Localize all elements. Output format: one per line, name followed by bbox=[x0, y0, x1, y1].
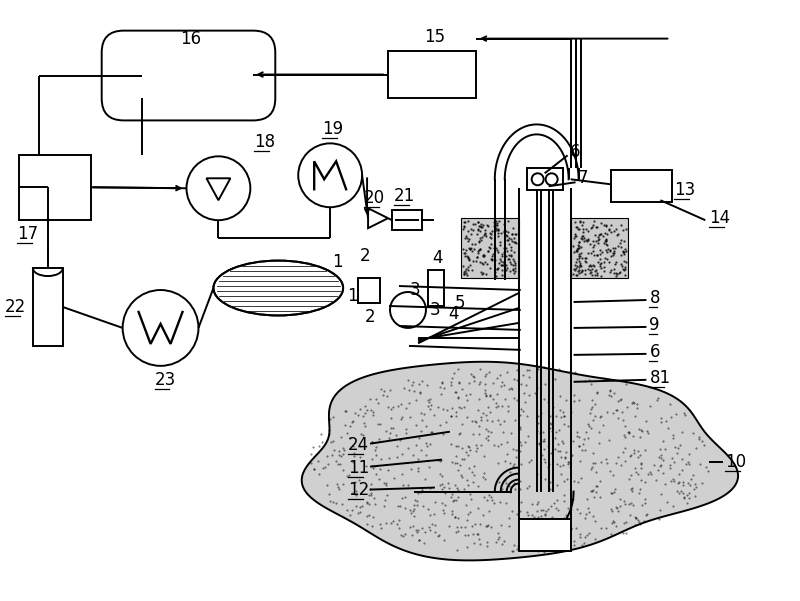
Bar bbox=[428, 270, 444, 306]
Bar bbox=[610, 170, 672, 202]
Circle shape bbox=[390, 292, 426, 328]
Text: 1: 1 bbox=[347, 287, 358, 305]
Bar bbox=[461, 218, 518, 278]
Text: 12: 12 bbox=[348, 481, 370, 499]
Circle shape bbox=[122, 290, 198, 366]
Text: 9: 9 bbox=[650, 316, 660, 334]
Text: 1: 1 bbox=[332, 253, 342, 271]
Circle shape bbox=[546, 173, 558, 185]
Text: 11: 11 bbox=[348, 459, 370, 477]
Text: 2: 2 bbox=[360, 247, 370, 265]
Text: 81: 81 bbox=[650, 369, 670, 387]
Ellipse shape bbox=[214, 261, 343, 316]
FancyBboxPatch shape bbox=[102, 31, 275, 120]
Text: 10: 10 bbox=[726, 453, 746, 471]
Text: 16: 16 bbox=[181, 29, 202, 47]
Bar bbox=[33, 268, 62, 346]
Bar bbox=[19, 155, 90, 220]
Bar bbox=[570, 218, 629, 278]
Text: 4: 4 bbox=[448, 305, 458, 323]
Text: 22: 22 bbox=[5, 298, 26, 316]
Bar bbox=[358, 278, 380, 303]
Polygon shape bbox=[206, 178, 230, 200]
Text: 5: 5 bbox=[455, 294, 466, 312]
Text: 3: 3 bbox=[410, 281, 421, 299]
Text: 17: 17 bbox=[17, 225, 38, 243]
Text: 8: 8 bbox=[650, 289, 660, 307]
Text: 19: 19 bbox=[322, 120, 343, 138]
Text: 6: 6 bbox=[650, 343, 660, 361]
Text: 15: 15 bbox=[424, 28, 445, 46]
Bar bbox=[392, 210, 422, 230]
Circle shape bbox=[298, 144, 362, 207]
Bar bbox=[526, 168, 562, 191]
Circle shape bbox=[186, 156, 250, 220]
Text: 6: 6 bbox=[570, 144, 580, 161]
Polygon shape bbox=[368, 208, 388, 228]
Text: 14: 14 bbox=[710, 209, 730, 227]
Text: 20: 20 bbox=[364, 189, 386, 207]
Text: 18: 18 bbox=[254, 133, 275, 151]
Text: 7: 7 bbox=[578, 169, 588, 188]
Polygon shape bbox=[302, 362, 738, 560]
Text: 24: 24 bbox=[348, 436, 370, 454]
Text: 4: 4 bbox=[432, 249, 442, 267]
Text: 13: 13 bbox=[674, 182, 696, 200]
Text: 23: 23 bbox=[154, 371, 176, 389]
Text: 21: 21 bbox=[394, 188, 415, 205]
Bar bbox=[518, 519, 570, 552]
Circle shape bbox=[532, 173, 544, 185]
Text: 2: 2 bbox=[365, 308, 376, 326]
Bar bbox=[388, 50, 476, 99]
Text: 3: 3 bbox=[430, 301, 441, 319]
